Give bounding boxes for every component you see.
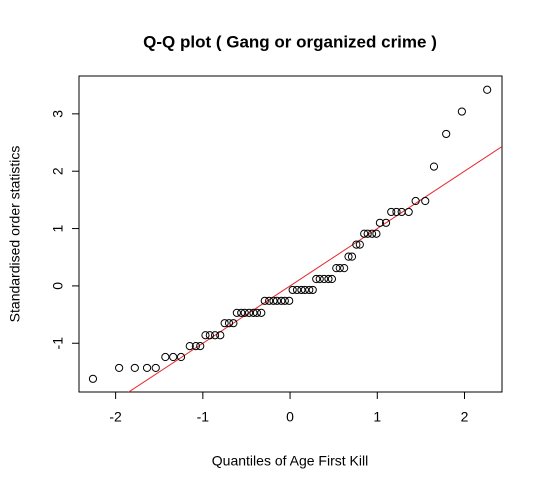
point: [315, 274, 324, 284]
point: [335, 264, 344, 273]
x-tick-label: 1: [373, 409, 381, 425]
point: [360, 229, 369, 238]
point: [404, 207, 413, 217]
point: [176, 352, 186, 362]
point: [169, 352, 178, 362]
point: [272, 296, 282, 305]
point: [483, 85, 492, 94]
point: [205, 331, 214, 340]
point: [115, 363, 124, 373]
point: [185, 342, 194, 351]
point: [332, 264, 341, 273]
y-tick-label: 3: [50, 110, 66, 118]
point: [249, 308, 258, 317]
point: [285, 296, 294, 305]
x-tick-label: -2: [109, 409, 122, 425]
point: [421, 196, 430, 206]
point: [237, 308, 246, 317]
point: [372, 229, 381, 238]
x-tick-label: -1: [197, 409, 210, 425]
point: [232, 308, 241, 317]
point: [191, 342, 200, 351]
point: [347, 252, 357, 261]
point: [367, 229, 377, 238]
point: [457, 107, 466, 116]
point: [88, 374, 98, 383]
chart-title: Q-Q plot ( Gang or organized crime ): [143, 32, 437, 51]
point: [252, 308, 262, 317]
point: [151, 363, 160, 373]
point: [201, 331, 210, 340]
point: [352, 240, 361, 249]
point: [130, 363, 139, 373]
point: [224, 319, 234, 328]
reference-line-group: [127, 146, 502, 392]
point: [319, 274, 329, 284]
point: [142, 363, 152, 373]
point: [429, 162, 439, 171]
point: [305, 285, 314, 295]
point: [308, 285, 317, 295]
point: [392, 207, 401, 217]
point: [411, 196, 420, 206]
point: [220, 319, 229, 328]
point: [344, 252, 353, 261]
point: [442, 129, 451, 139]
y-tick-label: 1: [50, 224, 66, 232]
reference-line: [127, 146, 502, 392]
point: [324, 274, 333, 284]
point: [240, 308, 249, 317]
y-axis-label: Standardised order statistics: [7, 146, 23, 323]
point: [265, 296, 274, 305]
point: [269, 296, 278, 305]
point: [340, 264, 349, 273]
point: [288, 285, 297, 295]
point: [244, 308, 254, 317]
point: [260, 296, 269, 305]
point: [216, 331, 225, 340]
point: [355, 240, 364, 249]
point: [381, 218, 391, 227]
plot-box: [78, 75, 503, 393]
point: [297, 285, 306, 295]
y-tick-label: 0: [50, 282, 66, 290]
point: [375, 218, 384, 227]
point: [300, 285, 309, 295]
point: [292, 285, 302, 295]
point: [210, 331, 220, 340]
y-tick-label: -1: [50, 337, 66, 350]
point: [277, 296, 286, 305]
point: [363, 229, 372, 238]
x-axis-label: Quantiles of Age First Kill: [212, 453, 368, 469]
y-tick-label: 2: [50, 167, 66, 175]
point: [196, 342, 205, 351]
x-tick-label: 2: [461, 409, 469, 425]
point: [312, 274, 321, 284]
point: [387, 207, 396, 217]
point: [229, 319, 238, 328]
x-tick-label: 0: [286, 409, 294, 425]
point: [161, 352, 170, 362]
point: [280, 296, 289, 305]
point: [257, 308, 266, 317]
point: [327, 274, 337, 284]
